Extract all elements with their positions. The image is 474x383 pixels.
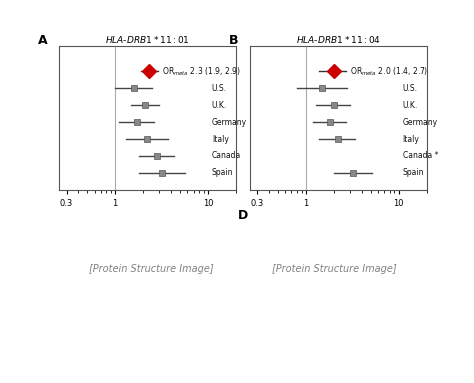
Text: Italy: Italy <box>402 134 419 144</box>
Title: $HLA‑DRB1*11:01$: $HLA‑DRB1*11:01$ <box>105 34 190 45</box>
Text: [Protein Structure Image]: [Protein Structure Image] <box>89 264 213 274</box>
Text: Canada *: Canada * <box>402 151 438 160</box>
Text: Spain: Spain <box>212 169 233 177</box>
Text: B: B <box>229 34 238 47</box>
Text: OR$_{meta}$ 2.3 (1.9, 2.9): OR$_{meta}$ 2.3 (1.9, 2.9) <box>162 65 241 78</box>
Text: U.K.: U.K. <box>212 101 227 110</box>
Title: $HLA‑DRB1*11:04$: $HLA‑DRB1*11:04$ <box>296 34 381 45</box>
Text: Germany: Germany <box>212 118 247 127</box>
Text: Germany: Germany <box>402 118 438 127</box>
Text: A: A <box>38 34 48 47</box>
Text: [Protein Structure Image]: [Protein Structure Image] <box>273 264 397 274</box>
Text: D: D <box>238 208 248 221</box>
Text: U.S.: U.S. <box>212 84 227 93</box>
Text: Canada: Canada <box>212 151 241 160</box>
Text: Spain: Spain <box>402 169 424 177</box>
Text: Italy: Italy <box>212 134 228 144</box>
Text: U.S.: U.S. <box>402 84 418 93</box>
Text: OR$_{meta}$ 2.0 (1.4, 2.7): OR$_{meta}$ 2.0 (1.4, 2.7) <box>350 65 428 78</box>
Text: U.K.: U.K. <box>402 101 418 110</box>
